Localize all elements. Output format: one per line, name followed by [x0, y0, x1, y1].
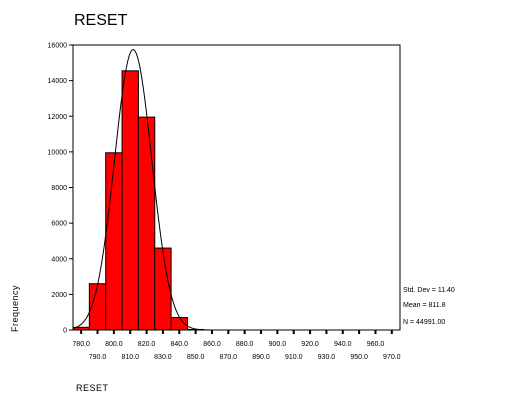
x-tick-label-2: 820.0	[138, 341, 156, 348]
x-tick-label-10: 790.0	[89, 354, 107, 361]
y-tick-label-0: 0	[63, 328, 67, 335]
y-tick-label-8: 16000	[48, 43, 68, 50]
histogram-bar-2	[105, 152, 123, 331]
x-tick-label-13: 850.0	[187, 354, 205, 361]
y-tick-label-4: 8000	[51, 185, 67, 192]
x-tick-label-12: 830.0	[154, 354, 172, 361]
y-tick-label-1: 2000	[51, 292, 67, 299]
x-tick-label-16: 910.0	[285, 354, 303, 361]
x-tick-label-14: 870.0	[220, 354, 238, 361]
y-tick-label-6: 12000	[48, 114, 68, 121]
x-tick-label-15: 890.0	[252, 354, 270, 361]
y-ticks-group: 0 2000 4000 6000 8000 10000 12000 14000 16000	[48, 43, 73, 335]
y-tick-label-5: 10000	[48, 149, 68, 156]
x-tick-label-17: 930.0	[318, 354, 336, 361]
x-tick-label-9: 960.0	[367, 341, 385, 348]
x-tick-label-18: 950.0	[350, 354, 368, 361]
normal-curve	[72, 49, 400, 331]
stats-std-dev: Std. Dev = 11.40	[403, 287, 455, 294]
bars-group	[72, 70, 205, 331]
x-tick-label-11: 810.0	[121, 354, 139, 361]
x-tick-label-0: 780.0	[72, 341, 90, 348]
y-tick-label-3: 6000	[51, 221, 67, 228]
x-tick-label-1: 800.0	[105, 341, 123, 348]
x-tick-label-3: 840.0	[171, 341, 189, 348]
histogram-bar-3	[121, 70, 139, 331]
chart-title: RESET	[74, 12, 128, 29]
x-tick-label-7: 920.0	[301, 341, 319, 348]
stats-mean: Mean = 811.8	[403, 302, 446, 309]
y-tick-label-2: 4000	[51, 256, 67, 263]
x-tick-label-19: 970.0	[383, 354, 401, 361]
x-axis-label: RESET	[76, 383, 109, 393]
x-tick-label-4: 860.0	[203, 341, 221, 348]
histogram-bar-4	[137, 116, 156, 331]
histogram-bar-5	[154, 247, 172, 331]
stats-n: N = 44991.00	[403, 319, 446, 326]
x-ticks-group: 780.0 800.0 820.0 840.0 860.0 880.0 900.0 920.0…	[72, 330, 401, 361]
x-tick-label-8: 940.0	[334, 341, 352, 348]
y-tick-label-7: 14000	[48, 78, 68, 85]
x-tick-label-5: 880.0	[236, 341, 254, 348]
x-tick-label-6: 900.0	[269, 341, 287, 348]
